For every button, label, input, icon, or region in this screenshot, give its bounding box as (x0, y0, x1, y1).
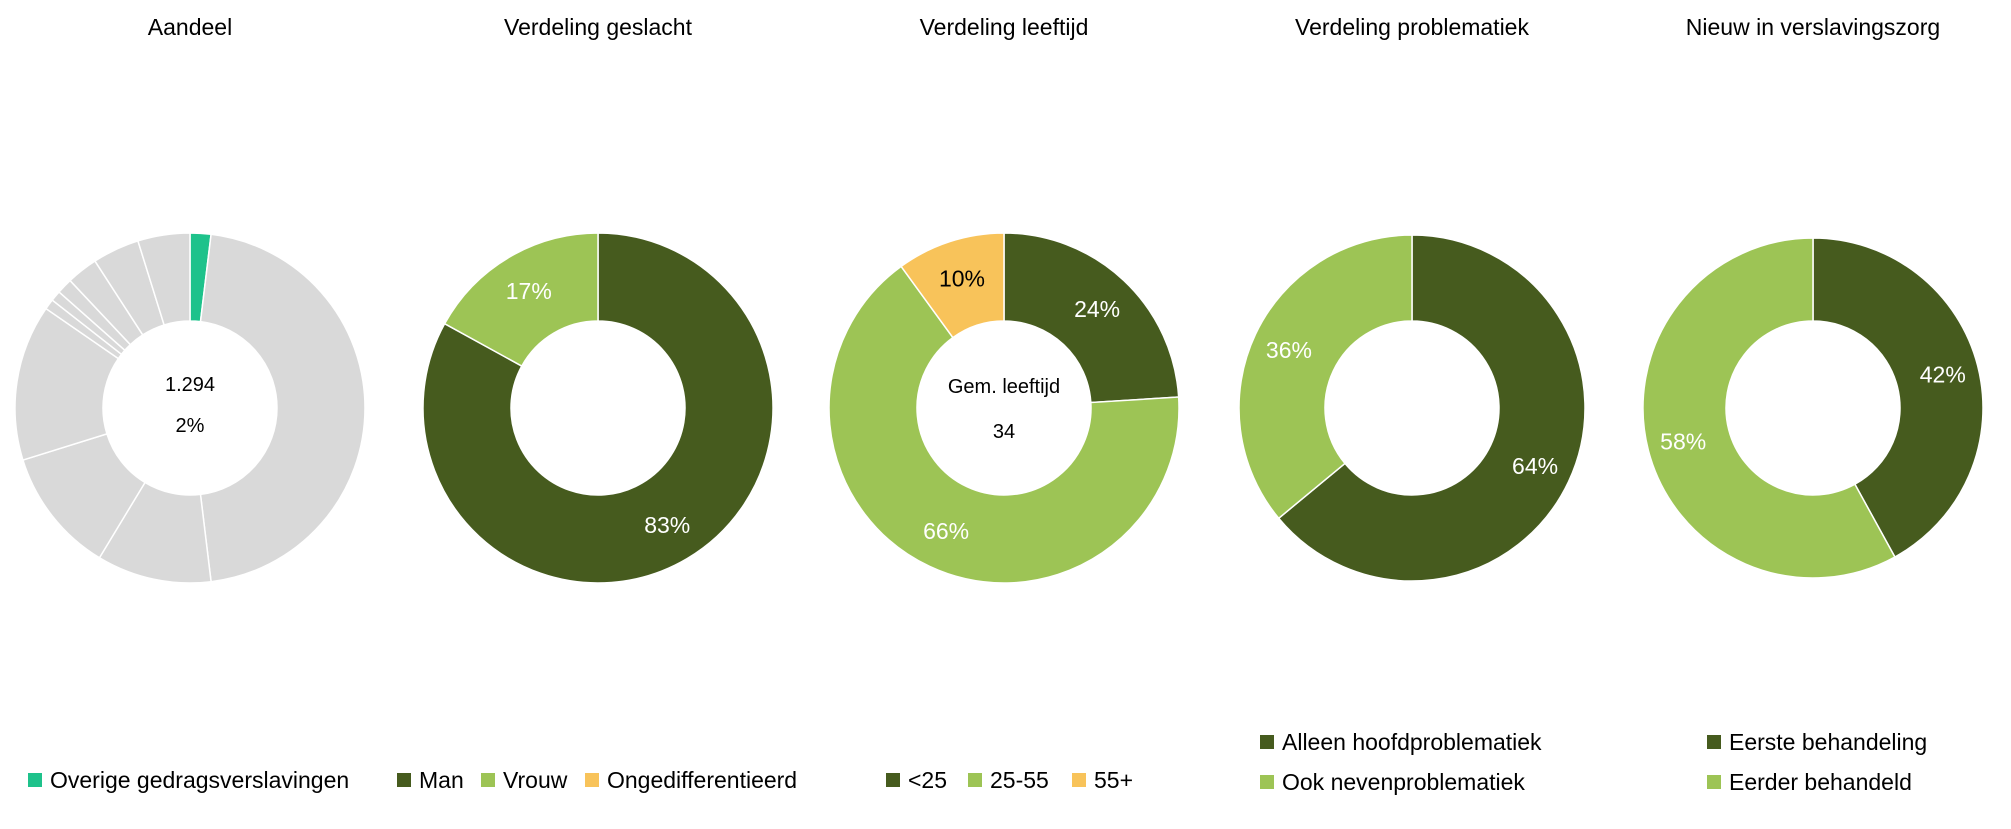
legend-label: Overige gedragsverslavingen (50, 767, 349, 793)
chart-legend: Overige gedragsverslavingen (28, 767, 349, 793)
donut-slice-man (422, 232, 774, 584)
slice-value-label: 66% (923, 518, 969, 544)
legend-label: Ongedifferentieerd (607, 767, 797, 793)
donut-slice-vrouw (443, 232, 599, 368)
donut-chart-3: Verdeling leeftijd 24% 66% 10% Gem. leeftijd… (828, 14, 1180, 793)
chart-title: Nieuw in verslavingszorg (1686, 14, 1940, 40)
legend-item-ook-nevenproblematiek: Ook nevenproblematiek (1260, 769, 1525, 795)
slice-value-label: 24% (1074, 296, 1120, 322)
donut-slice-eerste-behandeling (1812, 237, 1984, 558)
center-text-line: 1.294 (165, 374, 215, 396)
legend-label: Eerder behandeld (1729, 769, 1912, 795)
slice-value-label: 83% (644, 512, 690, 538)
chart-legend: Man Vrouw Ongedifferentieerd (397, 767, 797, 793)
legend-label: 25-55 (990, 767, 1049, 793)
legend-label: 55+ (1094, 767, 1133, 793)
donut-chart-2: Verdeling geslacht 83% 17% Man Vrouw Ongediff… (397, 14, 797, 793)
center-text-line: Gem. leeftijd (948, 376, 1060, 398)
donut-chart-5: Nieuw in verslavingszorg 42% 58% Eerste beh… (1642, 14, 1984, 795)
donut-slice-25-55 (828, 265, 1180, 584)
donut-slice-alleen-hoofdproblematiek (1277, 234, 1586, 582)
chart-title: Verdeling problematiek (1295, 14, 1529, 40)
donut-slice-other-1 (199, 233, 366, 583)
legend-item-eerste-behandeling: Eerste behandeling (1707, 729, 1927, 755)
legend-swatch (28, 773, 42, 787)
chart-legend: Eerste behandeling Eerder behandeld (1707, 729, 1927, 795)
legend-swatch (1260, 775, 1274, 789)
slice-value-label: 10% (939, 266, 985, 292)
legend-item-vrouw: Vrouw (481, 767, 568, 793)
chart-legend: Alleen hoofdproblematiek Ook nevenproblem… (1260, 729, 1542, 795)
donut-slice-other-10 (136, 232, 191, 326)
donut-chart-4: Verdeling problematiek 64% 36% Alleen hoofd… (1238, 14, 1586, 795)
donut-slice-55 (900, 232, 1005, 339)
slice-value-label: 58% (1660, 428, 1706, 454)
legend-swatch (481, 773, 495, 787)
legend-swatch (397, 773, 411, 787)
legend-item-eerder-behandeld: Eerder behandeld (1707, 769, 1912, 795)
slice-value-label: 36% (1266, 337, 1312, 363)
legend-label: Vrouw (503, 767, 568, 793)
donut-slice-eerder-behandeld (1642, 237, 1896, 579)
legend-swatch (585, 773, 599, 787)
chart-title: Aandeel (148, 14, 232, 40)
legend-swatch (886, 773, 900, 787)
legend-swatch (1707, 775, 1721, 789)
legend-label: Man (419, 767, 464, 793)
chart-legend: <25 25-55 55+ (886, 767, 1133, 793)
slice-value-label: 64% (1512, 453, 1558, 479)
legend-swatch (1072, 773, 1086, 787)
legend-item-25-55: 25-55 (968, 767, 1049, 793)
legend-swatch (1260, 735, 1274, 749)
legend-label: <25 (908, 767, 947, 793)
legend-item-ongedifferentieerd: Ongedifferentieerd (585, 767, 797, 793)
center-text-line: 2% (176, 415, 205, 437)
legend-item-55: 55+ (1072, 767, 1133, 793)
center-text-line: 34 (993, 421, 1015, 443)
legend-label: Ook nevenproblematiek (1282, 769, 1525, 795)
legend-item-25: <25 (886, 767, 947, 793)
legend-swatch (968, 773, 982, 787)
donut-slice-25 (1003, 232, 1180, 404)
chart-title: Verdeling leeftijd (920, 14, 1089, 40)
chart-title: Verdeling geslacht (504, 14, 693, 40)
legend-label: Eerste behandeling (1729, 729, 1927, 755)
legend-item-overige-gedragsverslavingen: Overige gedragsverslavingen (28, 767, 349, 793)
legend-item-alleen-hoofdproblematiek: Alleen hoofdproblematiek (1260, 729, 1542, 755)
legend-item-man: Man (397, 767, 464, 793)
legend-label: Alleen hoofdproblematiek (1282, 729, 1542, 755)
slice-value-label: 17% (506, 278, 552, 304)
slice-value-label: 42% (1920, 362, 1966, 388)
legend-swatch (1707, 735, 1721, 749)
donut-slice-ook-nevenproblematiek (1238, 234, 1413, 520)
donut-chart-1: Aandeel 1.294 2% Overige gedragsverslavinge… (14, 14, 366, 793)
